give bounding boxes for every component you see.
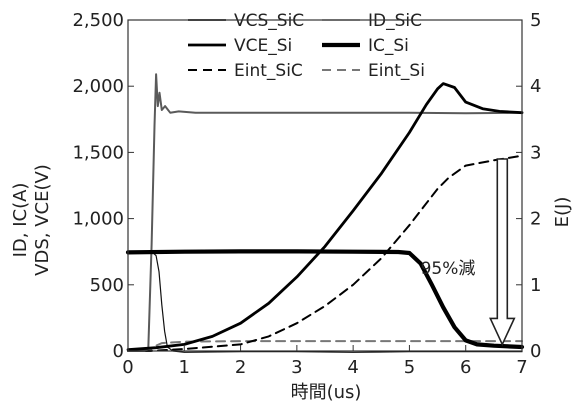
y-right-tick-label: 1 bbox=[530, 275, 541, 296]
series-line-eint-si bbox=[127, 340, 523, 352]
series-line-ic-si bbox=[125, 249, 525, 350]
y-right-title: E(J) bbox=[552, 197, 573, 228]
x-tick-label: 2 bbox=[235, 357, 246, 378]
x-tick-label: 4 bbox=[347, 357, 358, 378]
legend: VCS_SiC ID_SiC VCE_Si IC_Si Eint_SiC Eint_Si bbox=[188, 11, 425, 81]
y-right-tick-label: 2 bbox=[530, 209, 541, 230]
plot-frame bbox=[127, 19, 523, 352]
legend-label-eint-si: Eint_Si bbox=[368, 61, 425, 81]
y-right-tick-label: 5 bbox=[530, 10, 541, 31]
x-axis-title: 時間(us) bbox=[291, 382, 362, 401]
y-left-tick-label: 1,000 bbox=[72, 209, 124, 230]
y-right-tick-label: 3 bbox=[530, 142, 541, 163]
y-right-tick-label: 0 bbox=[530, 341, 541, 362]
y-left-tick-label: 0 bbox=[113, 341, 124, 362]
y-left-title-line-1: ID, IC(A) bbox=[10, 183, 31, 258]
y-left-tick-label: 1,500 bbox=[72, 142, 124, 163]
series-line-vce-si bbox=[126, 82, 524, 352]
y-left-title-line-2: VDS, VCE(V) bbox=[32, 164, 53, 276]
series-layer bbox=[125, 73, 525, 353]
x-tick-label: 7 bbox=[516, 357, 527, 378]
x-tick-label: 6 bbox=[460, 357, 471, 378]
y-left-tick-label: 2,000 bbox=[72, 76, 124, 97]
legend-label-vce-si: VCE_Si bbox=[234, 36, 292, 56]
legend-label-eint-sic: Eint_SiC bbox=[234, 61, 303, 81]
x-tick-label: 1 bbox=[179, 357, 190, 378]
y-left-tick-label: 500 bbox=[90, 275, 124, 296]
reduction-annotation: 95%減 bbox=[421, 158, 516, 347]
x-tick-label: 0 bbox=[122, 357, 133, 378]
y-left-tick-label: 2,500 bbox=[72, 10, 124, 31]
series-line-eint-sic bbox=[127, 154, 523, 352]
y-right-tick-label: 4 bbox=[530, 76, 541, 97]
legend-label-id-sic: ID_SiC bbox=[368, 11, 422, 31]
x-tick-label: 3 bbox=[291, 357, 302, 378]
legend-label-vcs-sic: VCS_SiC bbox=[234, 11, 304, 31]
reduction-arrow bbox=[489, 158, 516, 347]
legend-label-ic-si: IC_Si bbox=[368, 36, 409, 56]
x-tick-label: 5 bbox=[404, 357, 415, 378]
reduction-label: 95%減 bbox=[421, 259, 476, 279]
series-line-vcs-sic bbox=[127, 73, 523, 352]
